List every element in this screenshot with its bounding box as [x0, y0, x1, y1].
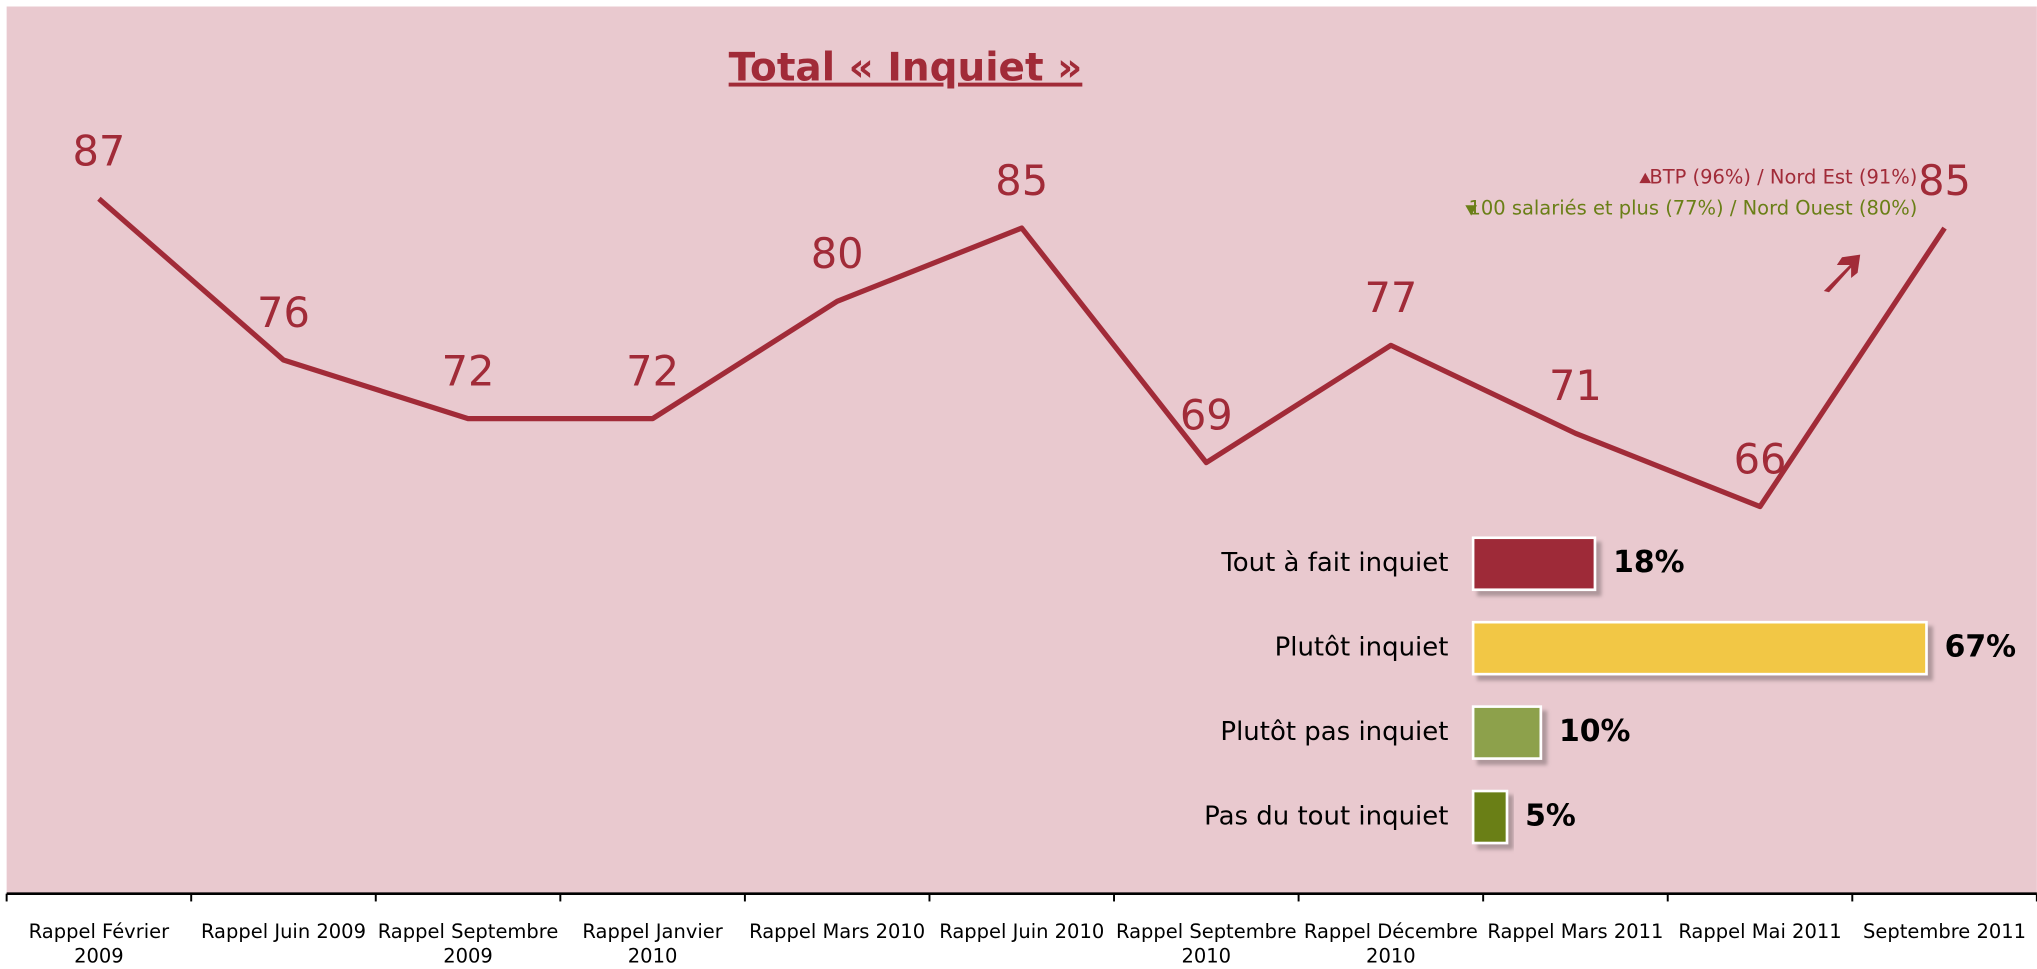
x-tick-label-box: Rappel Juin 2009 — [200, 919, 366, 944]
data-label: 85 — [1918, 156, 1971, 205]
x-tick-label-box: Rappel Janvier 2010 — [582, 919, 723, 968]
data-label: 69 — [1180, 390, 1233, 439]
bar-category-label: Plutôt inquiet — [1275, 633, 1449, 663]
x-tick-label-box: Rappel Décembre 2010 — [1303, 919, 1478, 968]
x-tick-label: Rappel Mars 2010 — [749, 919, 926, 944]
annotation: BTP (96%) / Nord Est (91%) — [1649, 165, 1917, 188]
data-label: 87 — [72, 127, 125, 176]
data-label: 77 — [1364, 273, 1417, 322]
x-tick-label-box: Rappel Mai 2011 — [1678, 919, 1842, 944]
bar-category-label: Pas du tout inquiet — [1204, 802, 1448, 832]
x-tick-label: Rappel Janvier 2010 — [582, 919, 723, 968]
bar-value-label: 18% — [1613, 545, 1684, 580]
chart-title: Total « Inquiet » — [729, 46, 1083, 91]
bar-category-label: Plutôt pas inquiet — [1220, 717, 1448, 747]
data-label: 76 — [257, 288, 310, 337]
x-tick-label: Rappel Mai 2011 — [1678, 919, 1842, 944]
x-tick-label: Rappel Mars 2011 — [1487, 919, 1664, 944]
bar — [1471, 789, 1509, 845]
data-label: 85 — [995, 156, 1048, 205]
bar — [1471, 620, 1928, 676]
bar — [1471, 705, 1543, 760]
x-tick-label: Septembre 2011 — [1863, 919, 2027, 944]
bar-value-label: 10% — [1559, 714, 1630, 749]
x-tick-label-box: Rappel Février 2009 — [28, 919, 170, 968]
data-label: 80 — [811, 229, 864, 278]
data-label: 71 — [1549, 361, 1602, 410]
x-tick-label-box: Rappel Septembre 2010 — [1115, 919, 1297, 968]
x-tick-label: Rappel Février 2009 — [28, 919, 170, 968]
bar-value-label: 67% — [1945, 630, 2016, 665]
data-label: 66 — [1734, 434, 1787, 483]
line — [97, 196, 1947, 510]
x-tick-label-box: Rappel Juin 2010 — [939, 919, 1105, 944]
bar — [1471, 536, 1597, 592]
down-triangle-icon — [1465, 205, 1478, 216]
trend-arrow-icon — [1823, 254, 1861, 293]
x-tick-label-box: Rappel Septembre 2009 — [377, 919, 559, 968]
x-tick-label-box: Septembre 2011 — [1863, 919, 2027, 944]
annotation: 100 salariés et plus (77%) / Nord Ouest … — [1468, 197, 1917, 220]
x-tick-label: Rappel Décembre 2010 — [1303, 919, 1478, 968]
data-label: 72 — [626, 346, 679, 395]
up-triangle-icon — [1639, 172, 1652, 184]
x-tick-label-box: Rappel Mars 2010 — [749, 919, 926, 944]
data-label: 72 — [442, 346, 495, 395]
bar-category-label: Tout à fait inquiet — [1220, 548, 1448, 578]
x-tick-label-box: Rappel Mars 2011 — [1487, 919, 1664, 944]
x-tick-label: Rappel Septembre 2010 — [1115, 919, 1297, 968]
x-tick-label: Rappel Septembre 2009 — [377, 919, 559, 968]
x-tick-label: Rappel Juin 2009 — [200, 919, 366, 944]
x-tick-label: Rappel Juin 2010 — [939, 919, 1105, 944]
bar-value-label: 5% — [1525, 799, 1576, 834]
plot-background — [6, 6, 2037, 894]
